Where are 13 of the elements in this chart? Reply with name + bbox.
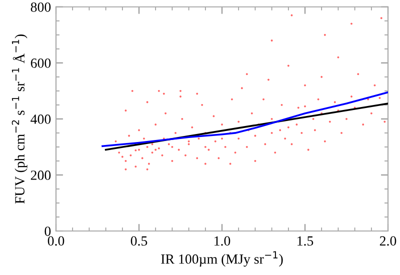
line-series <box>102 91 388 148</box>
y-tick-label: 200 <box>30 170 51 180</box>
y-tick-label: 800 <box>30 2 51 12</box>
y-tick-label: 0 <box>44 226 51 236</box>
text: FUV (ph cm$^{−2}$ s$^{−1}$ sr$^{−1}$ Å$^{−1}$) <box>12 34 28 204</box>
y-tick-label: 600 <box>30 58 51 68</box>
x-tick-label: 0.0 <box>48 236 64 246</box>
x-tick-label: 1.0 <box>214 236 230 246</box>
x-tick-label: 0.5 <box>130 236 148 246</box>
x-axis-title: IR 100µm (MJy sr$^{−1}$) <box>161 251 283 267</box>
y-tick-label: 400 <box>30 114 51 124</box>
x-tick-label: 1.5 <box>298 236 314 246</box>
x-tick-label: 2.0 <box>380 236 396 246</box>
